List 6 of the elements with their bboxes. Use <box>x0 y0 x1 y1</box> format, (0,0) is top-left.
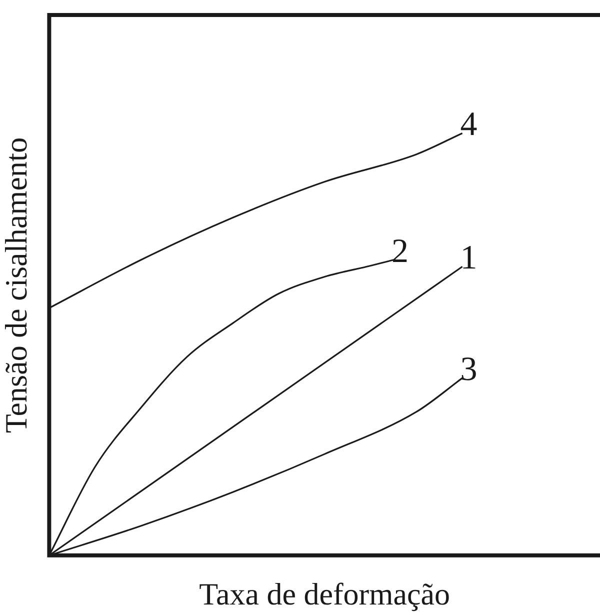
series-label: 1 <box>460 240 478 277</box>
series-label: 2 <box>391 232 408 270</box>
y-axis-title: Tensão de cisalhamento <box>0 137 34 434</box>
series-label: 3 <box>460 351 478 388</box>
series-label: 4 <box>460 106 478 144</box>
x-axis-title: Taxa de deformação <box>199 576 450 612</box>
